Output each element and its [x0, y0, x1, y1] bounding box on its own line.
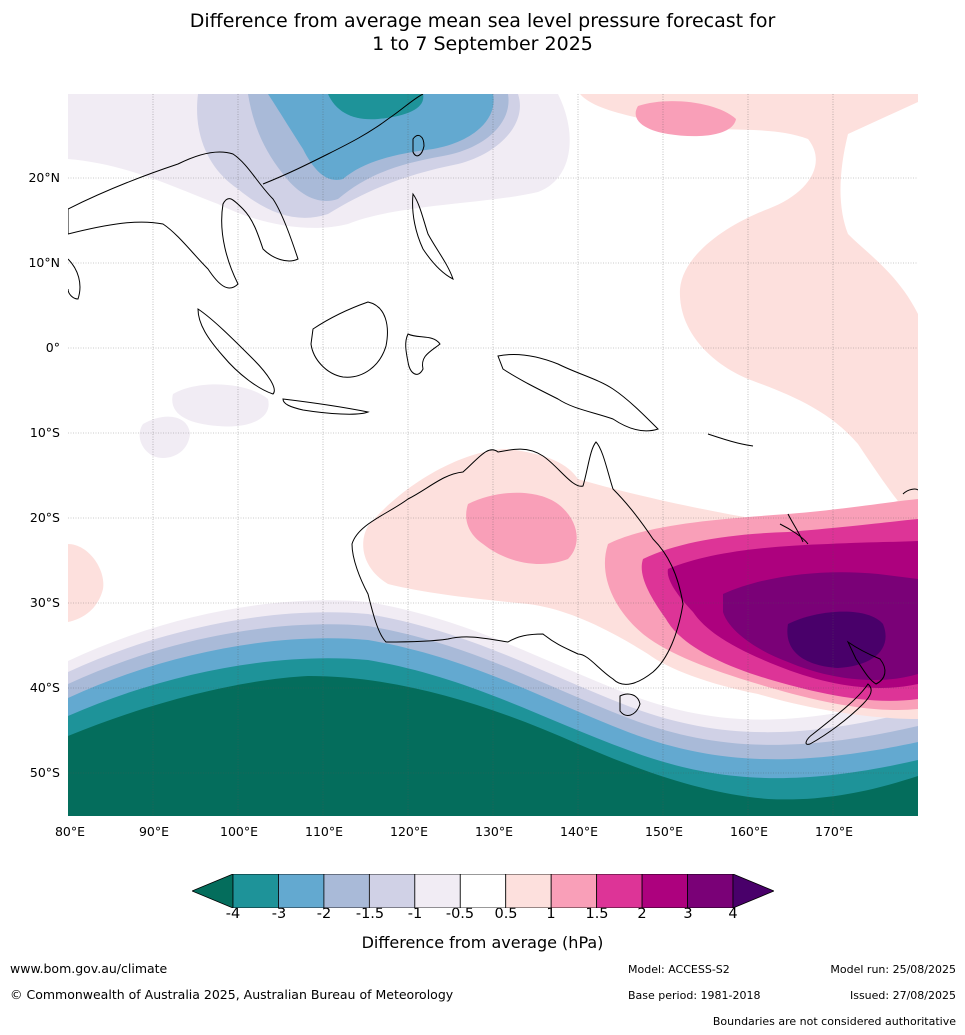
australia-coastline: [351, 441, 684, 685]
colorbar-segment: [323, 874, 370, 908]
lon-label-150e: 150°E: [644, 824, 684, 839]
colorbar-segment: [459, 874, 507, 908]
model-text: Model: ACCESS-S2: [628, 963, 730, 976]
contour-north-neg-3: [328, 94, 424, 120]
colorbar-segment: [414, 874, 461, 908]
copyright-text: © Commonwealth of Australia 2025, Austra…: [10, 987, 454, 1002]
map-title: Difference from average mean sea level p…: [0, 10, 965, 56]
lon-label-130e: 130°E: [474, 824, 514, 839]
lon-label-170e: 170°E: [814, 824, 854, 839]
new-zealand-south-coastline: [805, 683, 872, 745]
colorbar-extend-high: [732, 874, 774, 908]
india-coastline: [68, 258, 81, 300]
lon-label-90e: 90°E: [138, 824, 170, 839]
lat-label-10s: 10°S: [29, 425, 60, 440]
borneo-coastline: [310, 301, 388, 378]
lon-label-80e: 80°E: [54, 824, 86, 839]
colorbar-tick: -1: [407, 906, 423, 922]
lat-label-50s: 50°S: [29, 765, 60, 780]
colorbar-segment: [368, 874, 416, 908]
colorbar-segment: [505, 874, 552, 908]
lon-label-140e: 140°E: [559, 824, 599, 839]
lat-label-0: 0°: [45, 340, 60, 355]
colorbar-segment: [278, 874, 325, 908]
philippines-coastline: [412, 192, 454, 280]
colorbar-extend-low: [192, 874, 234, 908]
title-line-2: 1 to 7 September 2025: [372, 33, 593, 55]
lat-label-30s: 30°S: [29, 595, 60, 610]
colorbar-tick: 3: [683, 906, 693, 922]
colorbar-tick: 4: [728, 906, 738, 922]
colorbar-tick: -4: [225, 906, 241, 922]
colorbar-segment: [550, 874, 598, 908]
colorbar-tick: -1.5: [355, 906, 385, 922]
colorbar-tick: -0.5: [445, 906, 475, 922]
colorbar-tick: 1: [546, 906, 556, 922]
map-area: [68, 94, 918, 816]
lat-label-20s: 20°S: [29, 510, 60, 525]
vanuatu-coastline: [787, 513, 804, 543]
java-coastline: [282, 398, 370, 415]
lon-label-100e: 100°E: [219, 824, 259, 839]
colorbar-tick: -2: [316, 906, 332, 922]
website-link[interactable]: www.bom.gov.au/climate: [10, 961, 168, 976]
contour-pos-4: [787, 611, 886, 668]
new-zealand-north-coastline: [846, 640, 886, 685]
contour-pos-1-nw: [466, 492, 577, 564]
contour-pacific-pos-1: [635, 101, 736, 137]
colorbar-segment: [687, 874, 734, 908]
colorbar: [192, 874, 774, 908]
new-caledonia-coastline: [779, 523, 809, 545]
contour-pacific-pos-05: [580, 94, 918, 524]
contour-pacific-white: [840, 102, 918, 314]
sulawesi-coastline: [405, 333, 441, 375]
contour-north-neg-2: [268, 94, 494, 180]
colorbar-segment: [232, 874, 279, 908]
mainland-asia-coastline: [68, 151, 299, 289]
base-period-text: Base period: 1981-2018: [628, 989, 761, 1002]
sumatra-coastline: [197, 308, 275, 395]
contour-indian-neg-05: [172, 384, 269, 427]
disclaimer-text: Boundaries are not considered authoritat…: [712, 1015, 956, 1028]
tasmania-coastline: [619, 693, 641, 716]
lon-label-110e: 110°E: [304, 824, 344, 839]
contour-neg-4: [68, 676, 918, 816]
lat-label-10n: 10°N: [28, 255, 60, 270]
colorbar-tick: -3: [271, 906, 287, 922]
fiji-coastline: [902, 488, 918, 495]
colorbar-label: Difference from average (hPa): [361, 933, 604, 952]
lon-label-120e: 120°E: [389, 824, 429, 839]
colorbar-segment: [641, 874, 688, 908]
colorbar-tick: 1.5: [585, 906, 609, 922]
pressure-anomaly-map: [68, 94, 918, 816]
lon-label-160e: 160°E: [729, 824, 769, 839]
lat-label-20n: 20°N: [28, 170, 60, 185]
china-coastline: [262, 94, 424, 185]
model-run-text: Model run: 25/08/2025: [830, 963, 956, 976]
solomon-coastline: [707, 433, 754, 447]
new-guinea-coastline: [497, 353, 659, 432]
taiwan-coastline: [412, 135, 425, 157]
contour-indian-neg-05b: [139, 416, 190, 458]
gridlines: [68, 94, 918, 816]
title-line-1: Difference from average mean sea level p…: [189, 10, 776, 32]
contour-west-pos-05: [68, 544, 104, 622]
coastlines: [68, 94, 918, 745]
lat-label-40s: 40°S: [29, 680, 60, 695]
colorbar-tick: 0.5: [494, 906, 518, 922]
colorbar-segment: [596, 874, 643, 908]
issued-text: Issued: 27/08/2025: [849, 989, 956, 1002]
colorbar-tick: 2: [637, 906, 647, 922]
